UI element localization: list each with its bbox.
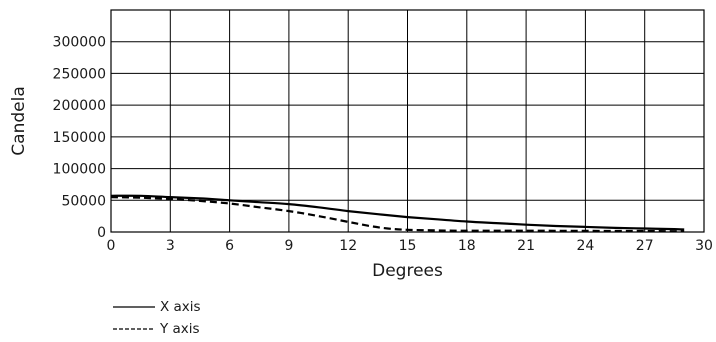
series-line-y-axis [110,196,685,233]
legend-label-x-axis: X axis [160,299,201,315]
y-tick-label: 50000 [61,193,106,209]
legend: X axis Y axis [113,299,201,337]
series-line-x-axis [110,194,685,231]
x-tick-label: 12 [339,238,357,254]
y-tick-label: 300000 [53,35,106,51]
x-tick-label: 0 [107,238,116,254]
series-lines [110,194,685,233]
y-axis-title: Candela [9,86,29,155]
x-tick-label: 6 [225,238,234,254]
y-tick-labels: 0 50000 100000 150000 200000 250000 300000 [53,35,106,241]
x-tick-label: 9 [284,238,293,254]
legend-label-y-axis: Y axis [159,321,200,337]
x-tick-label: 27 [636,238,654,254]
x-axis-title: Degrees [372,261,443,281]
y-tick-label: 200000 [53,98,106,114]
x-tick-label: 24 [576,238,594,254]
y-tick-label: 150000 [53,130,106,146]
x-tick-label: 15 [399,238,417,254]
x-tick-label: 21 [517,238,535,254]
x-tick-label: 18 [458,238,476,254]
y-tick-label: 250000 [53,66,106,82]
x-tick-label: 3 [166,238,175,254]
y-tick-label: 100000 [53,162,106,178]
x-tick-labels: 0 3 6 9 12 15 18 21 24 27 30 [107,238,713,254]
x-tick-label: 30 [695,238,713,254]
plot-frame [110,9,705,233]
y-tick-label: 0 [97,225,106,241]
